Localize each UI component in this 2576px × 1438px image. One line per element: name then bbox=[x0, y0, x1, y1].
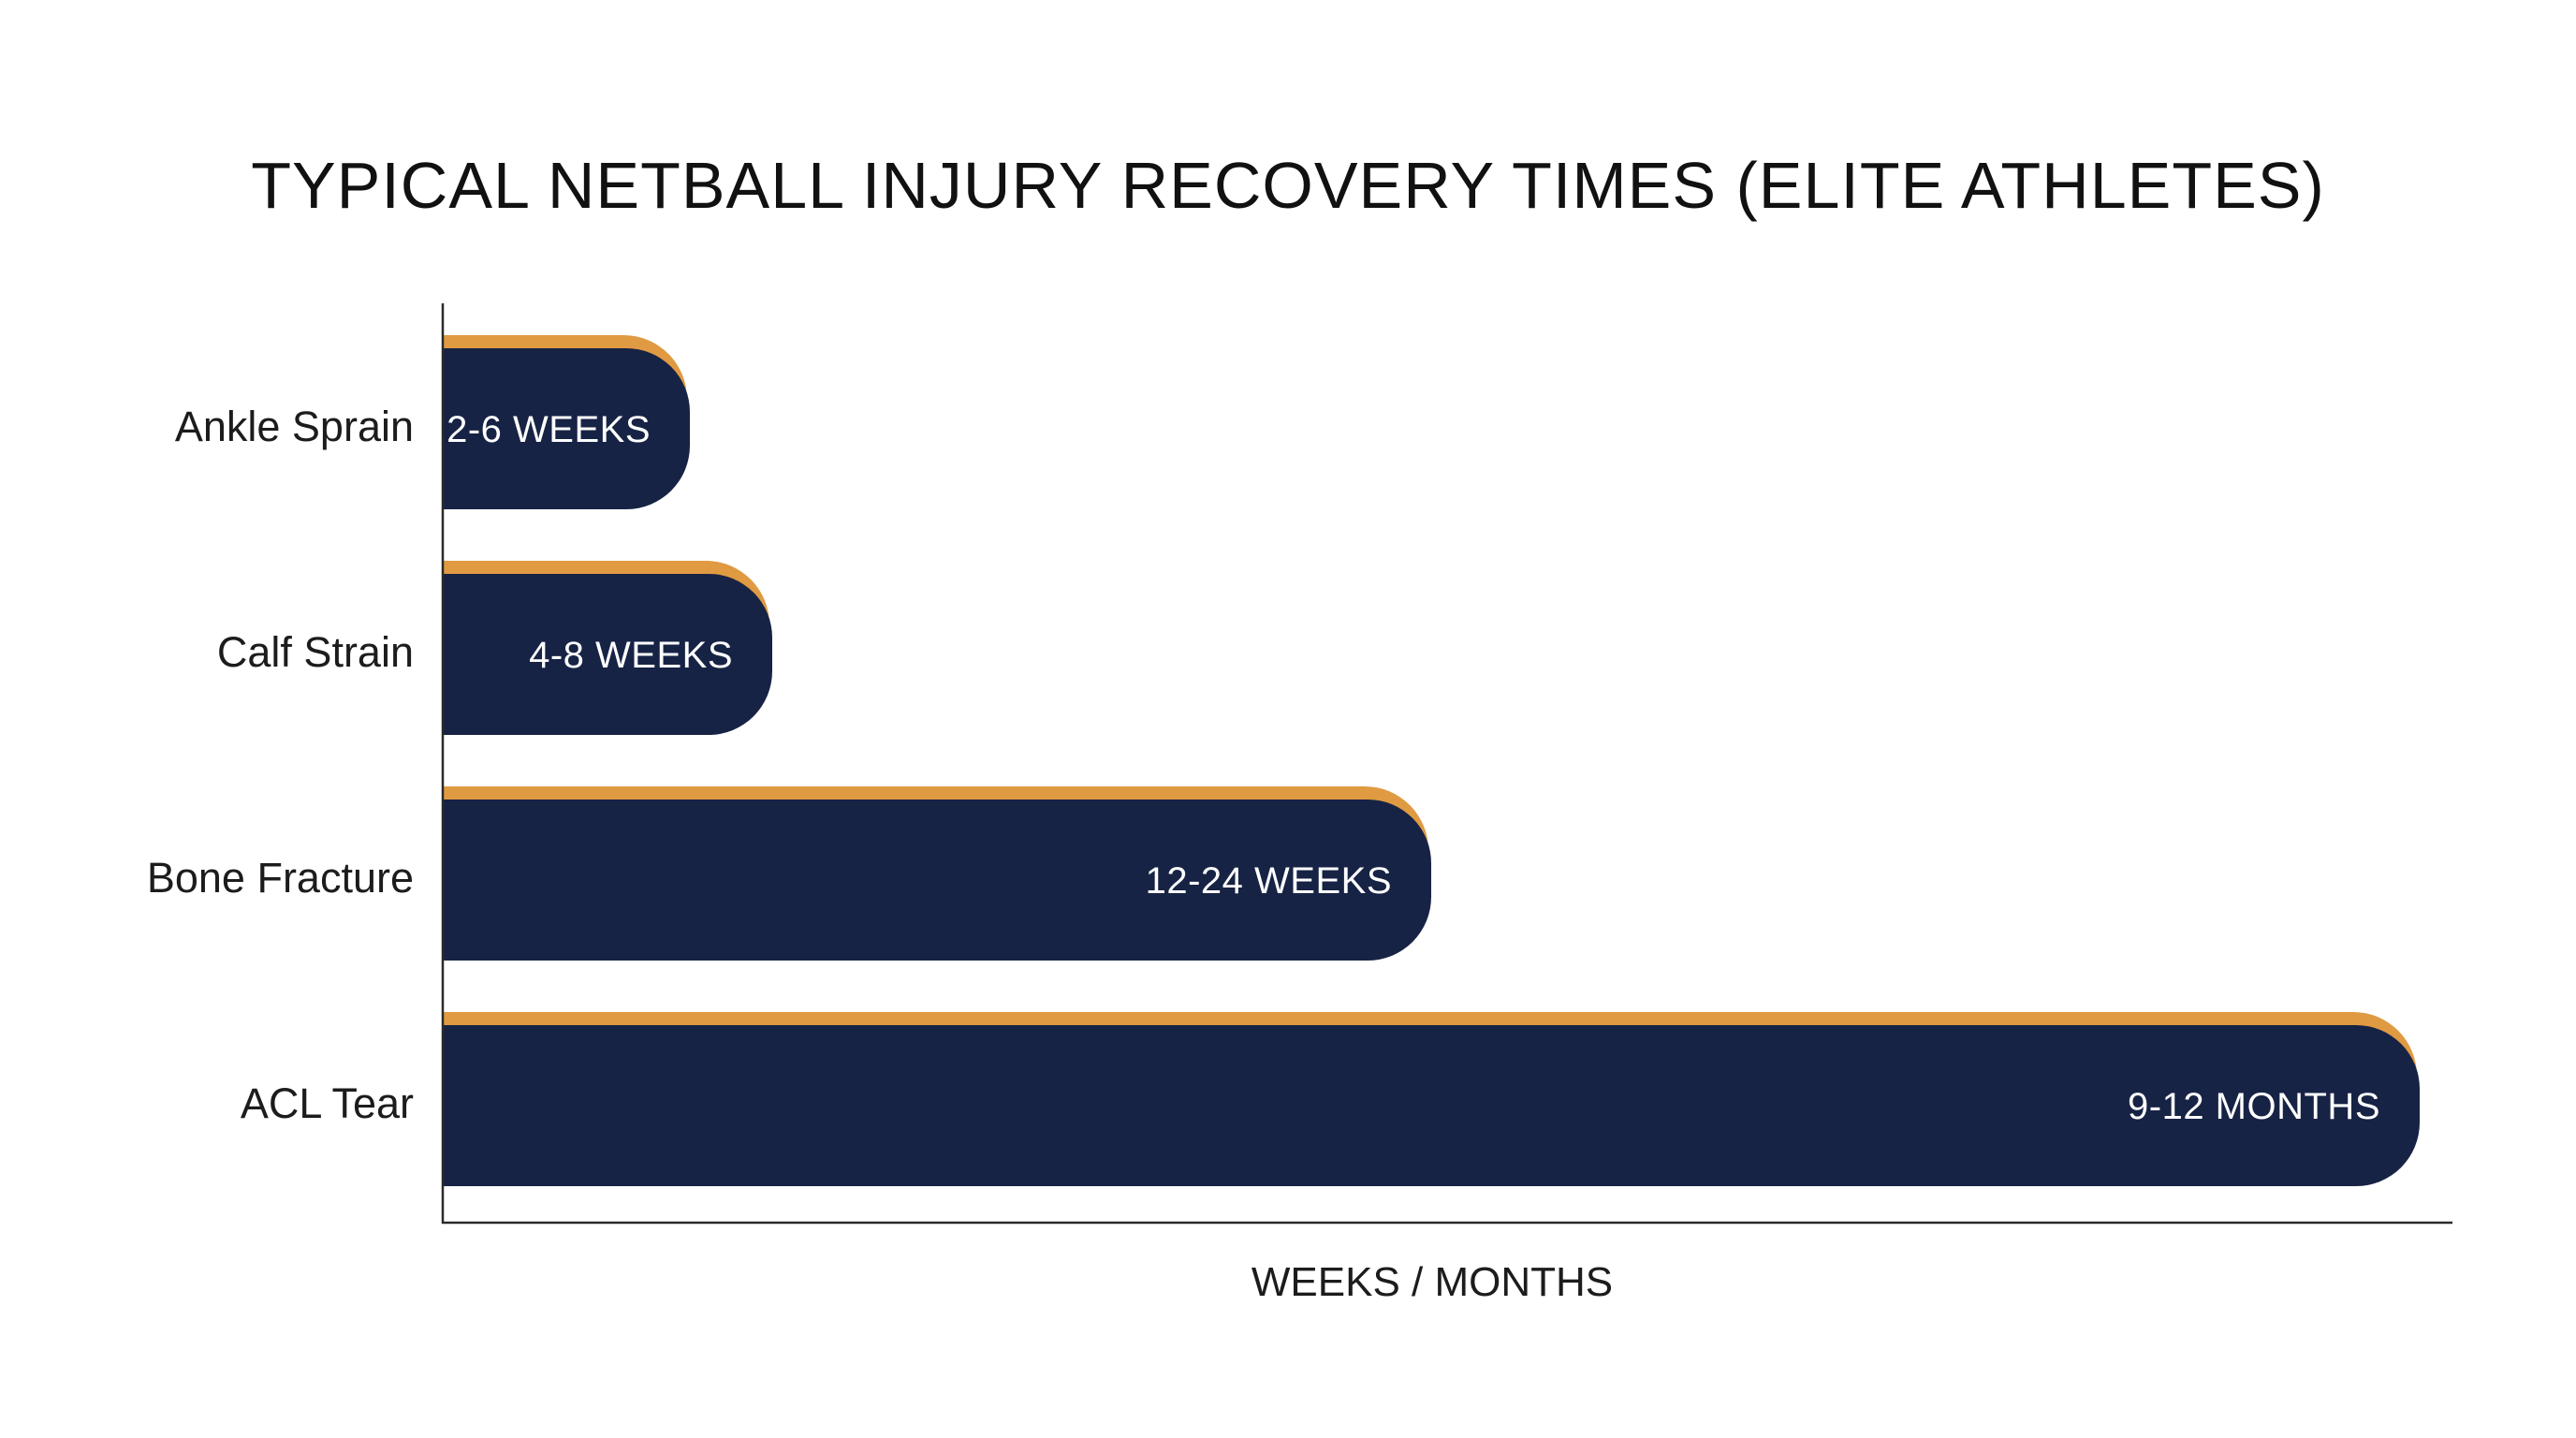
bar-ankle-sprain bbox=[443, 348, 690, 509]
category-label-acl-tear: ACL Tear bbox=[241, 1079, 414, 1127]
category-labels-group: Ankle Sprain Calf Strain Bone Fracture ACL … bbox=[147, 403, 414, 1127]
category-label-bone-fracture: Bone Fracture bbox=[147, 854, 414, 902]
value-label-bone-fracture: 12-24 WEEKS bbox=[1146, 860, 1392, 902]
value-label-ankle-sprain: 2-6 WEEKS bbox=[446, 409, 651, 450]
category-label-calf-strain: Calf Strain bbox=[217, 628, 414, 676]
bars-group: 2-6 WEEKS 4-8 WEEKS 12-24 WEEKS 9-12 MONTHS bbox=[443, 335, 2420, 1186]
value-label-calf-strain: 4-8 WEEKS bbox=[529, 635, 733, 676]
bar-acl-tear bbox=[443, 1025, 2420, 1186]
x-axis-title: WEEKS / MONTHS bbox=[1251, 1259, 1613, 1305]
value-label-acl-tear: 9-12 MONTHS bbox=[2128, 1086, 2380, 1127]
bar-calf-strain bbox=[443, 574, 772, 735]
chart-title: TYPICAL NETBALL INJURY RECOVERY TIMES (E… bbox=[251, 149, 2325, 222]
bar-bone-fracture bbox=[443, 800, 1431, 961]
category-label-ankle-sprain: Ankle Sprain bbox=[175, 403, 414, 450]
